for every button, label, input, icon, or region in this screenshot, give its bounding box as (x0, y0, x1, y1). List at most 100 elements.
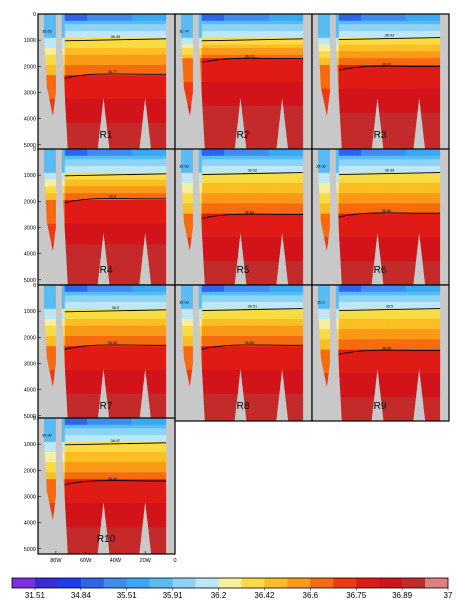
contour-label: 36.89 (245, 210, 255, 214)
contour-label: 36.62 (248, 169, 258, 173)
colorbar-swatch (195, 578, 219, 588)
contour-line-upper (338, 37, 441, 40)
contour-line-deep (64, 480, 167, 486)
y-tick-label: 5000 (24, 414, 36, 420)
panel-r3: 36.67 36.93 R3 (311, 13, 450, 151)
colorbar-swatch (172, 578, 196, 588)
x-tick-label: 80W (50, 558, 62, 564)
panel-label: R4 (100, 265, 113, 276)
panel-r2: 36.73 36.74 R2 (174, 13, 313, 151)
y-tick-label: 1000 (24, 442, 36, 448)
colorbar-swatch (241, 578, 265, 588)
contour-label: 36.85 (245, 341, 255, 345)
contour-line-deep (201, 57, 304, 63)
contour-line-upper (64, 309, 167, 313)
colorbar-swatch (34, 578, 59, 588)
contour-line-upper (64, 442, 167, 446)
colorbar-label: 37 (444, 591, 453, 600)
colorbar-label: 36.89 (392, 591, 413, 600)
x-tick-label: 40W (110, 558, 122, 564)
y-tick-label: 3000 (24, 90, 36, 96)
colorbar-swatch (310, 578, 334, 588)
contour-label: 36.99 (385, 169, 395, 173)
contour-label: 35.63 (179, 300, 189, 304)
contour-label: 36.74 (179, 29, 189, 33)
colorbar-label: 36.42 (254, 591, 275, 600)
y-tick-label: 2000 (24, 335, 36, 341)
contour-label: 36.5 (386, 305, 393, 309)
y-tick-label: 4000 (24, 252, 36, 258)
y-tick-label: 4000 (24, 117, 36, 123)
contour-label: 36.93 (385, 34, 395, 38)
panel-label: R7 (100, 401, 113, 412)
contour-label: 36.86 (108, 341, 118, 345)
contour-label: 36.67 (382, 62, 392, 66)
colorbar-swatch (356, 578, 380, 588)
panel-label: R2 (237, 130, 250, 141)
y-tick-label: 0 (33, 283, 36, 289)
x-tick-label: 0 (173, 558, 176, 564)
contour-line-upper (338, 172, 441, 175)
contour-line-deep (64, 198, 167, 204)
y-tick-label: 0 (33, 147, 36, 153)
contour-label: 36.77 (108, 70, 118, 74)
contour-label: 36.86 (382, 346, 392, 350)
contour-label: 36.5 (112, 306, 119, 310)
panel-label: R10 (97, 534, 116, 545)
contour-label: 35.66 (42, 29, 52, 33)
contour-line-upper (64, 173, 167, 177)
colorbar-label: 35.91 (163, 591, 184, 600)
x-tick-label: 60W (80, 558, 92, 564)
panel-label: R3 (374, 130, 387, 141)
colorbar-swatch (379, 578, 403, 588)
panel-r10: 36.94 36.97 35.69 R10 0 1000 2000 3000 4000 5000 8… (24, 416, 177, 564)
panel-label: R9 (374, 401, 387, 412)
contour-line-upper (201, 172, 304, 175)
colorbar-swatch (126, 578, 150, 588)
y-tick-label: 5000 (24, 278, 36, 284)
colorbar-swatch (12, 578, 36, 588)
panel-label: R5 (237, 265, 250, 276)
y-tick-label: 4000 (24, 388, 36, 394)
colorbar-label: 34.84 (71, 591, 92, 600)
panel-r4: 36.8 R4 0 1000 2000 3000 4000 5000 (24, 147, 176, 286)
contour-label: 35.66 (316, 164, 326, 168)
y-tick-label: 2000 (24, 199, 36, 205)
y-tick-label: 5000 (24, 547, 36, 553)
contour-label: 36.8 (109, 195, 116, 199)
y-tick-label: 3000 (24, 225, 36, 231)
colorbar-swatch (333, 578, 357, 588)
y-tick-label: 2000 (24, 64, 36, 70)
colorbar-label: 31.51 (25, 591, 46, 600)
contour-label: 36.97 (111, 439, 121, 443)
colorbar-label: 36.75 (346, 591, 367, 600)
ocean-cells (44, 14, 167, 150)
colorbar-label: 36.2 (211, 591, 227, 600)
panel-r9: 36.86 36.5 35.3 R9 (311, 284, 450, 422)
colorbar-swatch (287, 578, 311, 588)
colorbar-label: 36.6 (303, 591, 319, 600)
colorbar-frame (11, 577, 449, 589)
y-tick-label: 4000 (24, 521, 36, 527)
colorbar-swatch (149, 578, 173, 588)
panel-label: R1 (100, 130, 113, 141)
colorbar-swatch (80, 578, 105, 588)
contour-line-upper (64, 38, 167, 42)
contour-label: 36.51 (248, 305, 258, 309)
panel-r5: 36.89 36.62 35.65 R5 (174, 148, 313, 286)
colorbar-swatch (57, 578, 82, 588)
colorbar-swatch (264, 578, 288, 588)
contour-label: 36.94 (108, 477, 118, 481)
contour-line-deep (201, 344, 304, 350)
y-tick-label: 1000 (24, 309, 36, 315)
panel-r7: 36.86 36.5 R7 0 1000 2000 3000 4000 5000 (24, 283, 176, 422)
colorbar-swatch (402, 578, 426, 588)
panel-r8: 36.85 36.51 35.63 R8 (174, 284, 313, 422)
contour-label: 36.49 (111, 35, 121, 39)
contour-line-deep (64, 344, 167, 350)
colorbar-swatch (425, 578, 449, 588)
panel-r6: 36.84 36.99 35.66 R6 (311, 148, 450, 286)
contour-line-deep (338, 212, 441, 218)
y-tick-label: 5000 (24, 143, 36, 149)
y-tick-label: 2000 (24, 468, 36, 474)
